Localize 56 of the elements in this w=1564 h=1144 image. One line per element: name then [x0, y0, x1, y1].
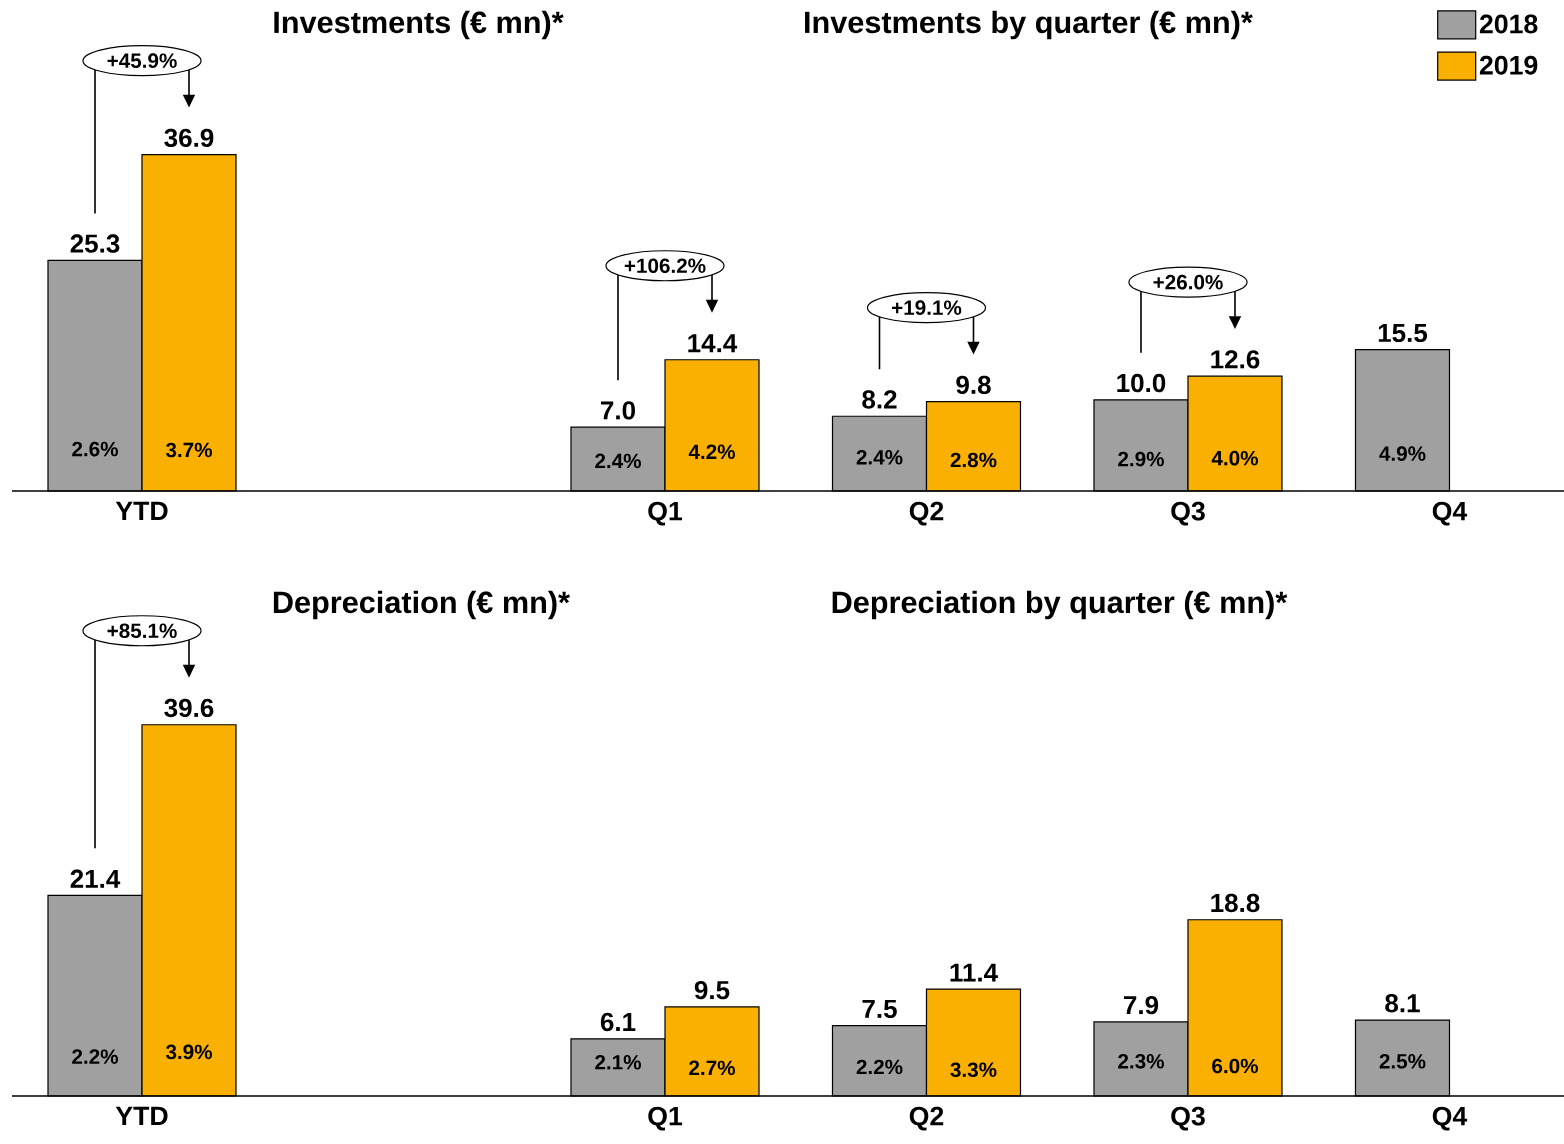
text: +85.1%: [107, 623, 177, 639]
x-tick-label: Q3: [1171, 1106, 1205, 1131]
annotation: 2.4%: [856, 449, 903, 465]
annotation: +106.2%: [624, 258, 706, 274]
data-label: 8.1: [1385, 994, 1420, 1013]
x-tick-label: Q1: [648, 1106, 683, 1131]
annotation: 2.9%: [1118, 451, 1164, 467]
data-label: 15.5: [1378, 323, 1428, 343]
data-label: 14.4: [688, 334, 738, 353]
chart-subtitle: Depreciation by quarter (€ mn)*: [832, 590, 1288, 620]
annotation: 2.8%: [950, 452, 997, 468]
x-tick-label: Q1: [648, 501, 683, 526]
annotation: 6.0%: [1212, 1058, 1258, 1074]
data-label: 7.9: [1124, 995, 1159, 1015]
data-label: 7.5: [862, 999, 897, 1019]
data-label: 11.4: [950, 963, 998, 982]
data-label: 9.8: [956, 375, 991, 395]
annotation: 4.2%: [688, 444, 735, 460]
annotation: 2.2%: [72, 1049, 118, 1064]
data-label: 9.5: [694, 980, 730, 1000]
data-label: 10.0: [1117, 373, 1166, 393]
x-tick-label: YTD: [115, 1106, 168, 1126]
annotation: 2.4%: [595, 453, 641, 469]
data-label: 36.9: [164, 128, 214, 148]
data-label: 12.6: [1211, 350, 1260, 369]
legend-label: 2019: [1479, 55, 1538, 75]
x-tick-label: Q2: [909, 501, 944, 526]
text: +45.9%: [107, 53, 177, 68]
annotation: 2.1%: [595, 1054, 641, 1070]
data-label: 8.2: [862, 390, 897, 409]
annotation: 4.0%: [1211, 450, 1258, 466]
annotation: +19.1%: [892, 300, 962, 315]
annotation: 2.7%: [689, 1060, 735, 1076]
x-tick-label: Q2: [909, 1106, 944, 1131]
annotation: 2.3%: [1118, 1053, 1164, 1069]
annotation: 2.6%: [72, 441, 118, 457]
annotation: 3.3%: [950, 1062, 997, 1078]
annotation: 4.9%: [1379, 446, 1426, 461]
chart-subtitle: Investments by quarter (€ mn)*: [805, 10, 1253, 40]
legend-label: 2018: [1479, 14, 1538, 34]
annotation: 3.7%: [165, 442, 212, 458]
data-label: 21.4: [70, 869, 121, 888]
annotation: 3.9%: [165, 1044, 212, 1060]
data-label: 25.3: [70, 234, 120, 253]
x-tick-label: YTD: [115, 501, 168, 521]
chart-title: Depreciation (€ mn)*: [273, 590, 570, 620]
annotation: 2.5%: [1379, 1053, 1426, 1069]
chart-title: Investments (€ mn)*: [274, 10, 564, 40]
annotation: 2.2%: [856, 1059, 903, 1075]
x-tick-label: Q4: [1432, 1106, 1468, 1131]
x-tick-label: Q4: [1432, 501, 1468, 526]
data-label: 18.8: [1211, 893, 1260, 913]
x-tick-label: Q3: [1171, 501, 1205, 526]
data-label: 39.6: [164, 698, 214, 718]
data-label: 6.1: [600, 1012, 636, 1032]
data-label: 7.0: [601, 401, 635, 420]
